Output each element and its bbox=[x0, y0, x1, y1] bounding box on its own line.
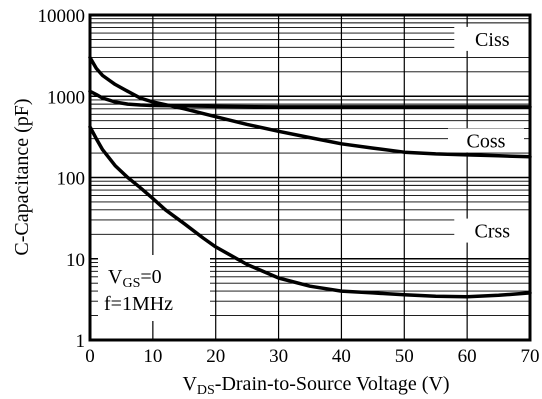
tick-labels: 0 10 20 30 40 50 60 70 1 10 100 1000 10000 bbox=[38, 6, 540, 367]
x-tick-label: 70 bbox=[521, 346, 540, 367]
series-label-bg bbox=[454, 26, 531, 51]
series-label-bg bbox=[448, 128, 524, 153]
series-labels: Ciss Coss Crss bbox=[448, 26, 531, 243]
series-lines bbox=[88, 55, 532, 299]
vgs-sub: GS bbox=[122, 276, 140, 291]
x-axis-title: VDS-Drain-to-Source Voltage (V) bbox=[182, 373, 449, 398]
series-label-bg bbox=[454, 218, 531, 243]
y-tick-label: 1 bbox=[76, 331, 86, 352]
x-tick-label: 0 bbox=[85, 346, 95, 367]
x-axis-title-sub: DS bbox=[197, 383, 215, 398]
x-tick-label: 30 bbox=[269, 346, 288, 367]
vgs-annotation: VGS=0 bbox=[108, 266, 162, 291]
x-tick-label: 60 bbox=[458, 346, 477, 367]
series-label-coss: Coss bbox=[467, 130, 506, 152]
y-tick-label: 10000 bbox=[38, 6, 86, 27]
series-line-crss bbox=[88, 125, 532, 299]
x-tick-label: 50 bbox=[395, 346, 414, 367]
y-tick-label: 100 bbox=[57, 169, 86, 190]
y-tick-label: 10 bbox=[66, 250, 85, 271]
freq-annotation: f=1MHz bbox=[104, 293, 173, 315]
vgs-main: V bbox=[108, 266, 123, 288]
series-line-coss bbox=[88, 55, 532, 159]
x-tick-label: 10 bbox=[143, 346, 162, 367]
vgs-rest: =0 bbox=[140, 266, 161, 288]
y-axis-title: C-Capacitance (pF) bbox=[11, 98, 33, 255]
x-axis-title-rest: -Drain-to-Source Voltage (V) bbox=[215, 373, 450, 395]
y-tick-label: 1000 bbox=[47, 87, 85, 108]
annotation-box bbox=[98, 255, 210, 321]
plot-frame bbox=[88, 13, 532, 342]
conditions-annotation: VGS=0 f=1MHz bbox=[98, 255, 210, 321]
x-tick-label: 20 bbox=[206, 346, 225, 367]
series-label-crss: Crss bbox=[474, 221, 510, 243]
series-label-ciss: Ciss bbox=[475, 29, 510, 51]
x-tick-label: 40 bbox=[332, 346, 351, 367]
x-axis-title-main: V bbox=[182, 373, 197, 395]
